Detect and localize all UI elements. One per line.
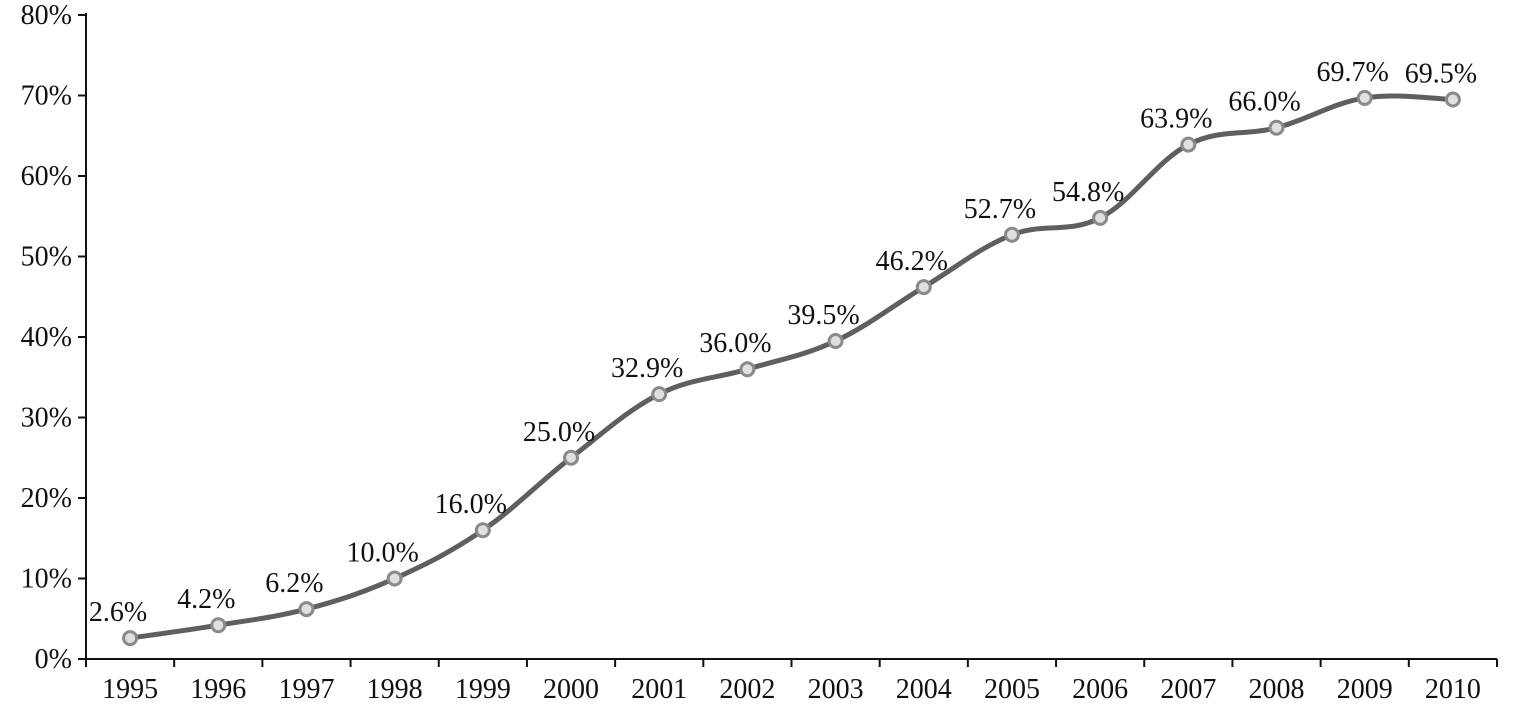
x-tick-label: 2010 (1425, 674, 1481, 705)
data-point (122, 630, 139, 647)
x-tick-label: 2005 (984, 674, 1040, 705)
data-label: 4.2% (177, 584, 235, 615)
x-tick-label: 2001 (631, 674, 687, 705)
x-tick-label: 1998 (367, 674, 423, 705)
data-label: 52.7% (964, 194, 1036, 225)
x-tick-label: 2002 (719, 674, 775, 705)
data-point (1356, 89, 1373, 106)
data-label: 69.5% (1405, 59, 1477, 90)
data-label: 63.9% (1140, 104, 1212, 135)
x-axis-ticks: 1995 1996 1997 1998 1999 2000 2001 2002 2003 2004… (85, 659, 1498, 705)
x-tick-label: 1996 (190, 674, 246, 705)
data-label: 10.0% (346, 538, 418, 569)
x-tick-label: 2009 (1337, 674, 1393, 705)
y-tick-label: 80% (21, 0, 72, 31)
y-tick-label: 50% (21, 242, 72, 273)
x-tick-label: 1999 (455, 674, 511, 705)
data-point (386, 570, 403, 587)
x-tick-label: 2008 (1249, 674, 1305, 705)
data-point (1092, 209, 1109, 226)
data-point (915, 279, 932, 296)
data-point (210, 617, 227, 634)
data-labels: 2.6% 4.2% 6.2% 10.0% 16.0% 25.0% 32.9% 36.0% 39.… (89, 57, 1477, 628)
data-point (1268, 119, 1285, 136)
data-label: 46.2% (876, 246, 948, 277)
series-line (127, 93, 1456, 641)
data-label: 54.8% (1052, 177, 1124, 208)
data-label: 16.0% (435, 489, 507, 520)
data-point (474, 522, 491, 539)
y-tick-label: 40% (21, 322, 72, 353)
y-tick-label: 0% (35, 644, 72, 675)
series-group (127, 93, 1456, 641)
x-tick-label: 2000 (543, 674, 599, 705)
x-tick-label: 1995 (102, 674, 158, 705)
x-tick-label: 2007 (1160, 674, 1216, 705)
x-tick-label: 2004 (896, 674, 952, 705)
y-tick-label: 70% (21, 81, 72, 112)
data-label: 2.6% (89, 597, 147, 628)
data-label: 6.2% (265, 568, 323, 599)
x-tick-label: 1997 (278, 674, 334, 705)
data-label: 39.5% (787, 300, 859, 331)
data-point (1003, 226, 1020, 243)
data-label: 32.9% (611, 353, 683, 384)
data-point (563, 449, 580, 466)
x-tick-label: 2003 (808, 674, 864, 705)
data-point (827, 333, 844, 350)
data-point (1444, 91, 1461, 108)
y-tick-label: 60% (21, 161, 72, 192)
data-label: 66.0% (1228, 87, 1300, 118)
y-tick-label: 30% (21, 403, 72, 434)
data-point-markers (122, 89, 1461, 647)
data-label: 25.0% (523, 417, 595, 448)
data-label: 36.0% (699, 328, 771, 359)
y-axis-ticks: 0% 10% 20% 30% 40% 50% 60% 70% 80% (21, 0, 86, 675)
y-tick-label: 10% (21, 564, 72, 595)
x-tick-label: 2006 (1072, 674, 1128, 705)
y-tick-label: 20% (21, 483, 72, 514)
data-point (298, 601, 315, 618)
data-point (651, 386, 668, 403)
data-point (739, 361, 756, 378)
data-label: 69.7% (1317, 57, 1389, 88)
data-point (1180, 136, 1197, 153)
